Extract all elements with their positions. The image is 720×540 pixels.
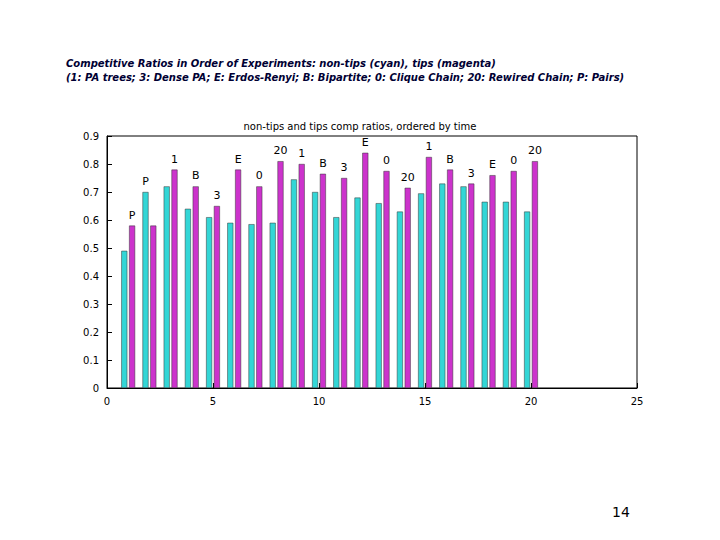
svg-text:B: B <box>319 157 327 170</box>
svg-text:0: 0 <box>93 383 99 394</box>
svg-text:(1: PA trees; 3: Dense PA; E:: (1: PA trees; 3: Dense PA; E: Erdos-Reny… <box>66 72 624 83</box>
svg-text:1: 1 <box>425 140 432 153</box>
svg-text:0.3: 0.3 <box>83 299 99 310</box>
svg-text:non-tips and tips comp ratios,: non-tips and tips comp ratios, ordered b… <box>244 121 477 132</box>
svg-text:10: 10 <box>313 396 326 407</box>
svg-text:25: 25 <box>631 396 644 407</box>
svg-text:1: 1 <box>171 153 178 166</box>
svg-text:B: B <box>446 153 454 166</box>
svg-text:0: 0 <box>383 154 390 167</box>
svg-text:1: 1 <box>298 147 305 160</box>
svg-text:B: B <box>192 169 200 182</box>
svg-text:3: 3 <box>213 189 220 202</box>
svg-text:0.2: 0.2 <box>83 327 99 338</box>
svg-text:Competitive Ratios in Order of: Competitive Ratios in Order of Experimen… <box>66 58 496 69</box>
svg-text:3: 3 <box>468 167 475 180</box>
svg-text:E: E <box>362 136 369 149</box>
svg-text:E: E <box>235 153 242 166</box>
svg-text:P: P <box>129 209 136 222</box>
svg-text:14: 14 <box>612 504 630 520</box>
svg-text:0.1: 0.1 <box>83 355 99 366</box>
svg-text:P: P <box>142 175 149 188</box>
svg-text:5: 5 <box>210 396 216 407</box>
svg-text:0.9: 0.9 <box>83 131 99 142</box>
svg-text:0.7: 0.7 <box>83 187 99 198</box>
svg-text:0: 0 <box>104 396 110 407</box>
svg-text:20: 20 <box>525 396 538 407</box>
svg-text:E: E <box>489 158 496 171</box>
svg-text:0.4: 0.4 <box>83 271 99 282</box>
svg-text:0: 0 <box>256 169 263 182</box>
svg-text:0.6: 0.6 <box>83 215 99 226</box>
svg-text:15: 15 <box>419 396 432 407</box>
svg-text:0: 0 <box>510 154 517 167</box>
svg-text:20: 20 <box>274 144 288 157</box>
svg-text:3: 3 <box>341 161 348 174</box>
svg-text:20: 20 <box>401 171 415 184</box>
svg-text:0.5: 0.5 <box>83 243 99 254</box>
svg-text:20: 20 <box>528 144 542 157</box>
svg-text:0.8: 0.8 <box>83 159 99 170</box>
